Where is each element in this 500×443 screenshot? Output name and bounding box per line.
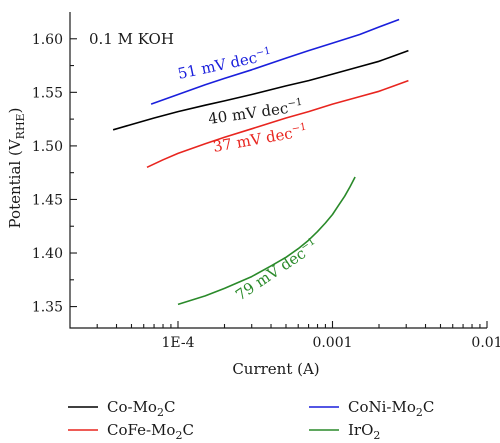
svg-text:Co-Mo2C: Co-Mo2C: [107, 398, 175, 419]
y-tick-label: 1.50: [32, 139, 63, 155]
svg-text:CoNi-Mo2C: CoNi-Mo2C: [348, 398, 434, 419]
legend-item-coni-mo2c: CoNi-Mo2C: [309, 398, 434, 419]
y-axis-title: Potential (VRHE): [6, 108, 27, 229]
plot-area: 1E-4 0.001 0.01 1.35 1.40 1.45 1.50 1.55 1.60: [32, 12, 500, 351]
series-line-cofe-mo2c: [146, 79, 409, 169]
x-tick-label: 1E-4: [161, 335, 194, 351]
slope-label-coni: 51 mV dec−1: [176, 45, 273, 82]
y-tick-label: 1.55: [32, 85, 63, 101]
legend-item-co-mo2c: Co-Mo2C: [68, 398, 175, 419]
legend: Co-Mo2C CoFe-Mo2C CoNi-Mo2C IrO2: [68, 398, 434, 442]
series-line-iro2: [177, 176, 356, 306]
x-tick-label: 0.001: [312, 335, 352, 351]
axes-frame: [69, 12, 487, 329]
y-tick-label: 1.40: [32, 246, 63, 262]
series-line-coni-mo2c: [150, 18, 400, 105]
series-line-co-mo2c: [112, 49, 409, 131]
y-tick-label: 1.35: [32, 300, 63, 316]
slope-label-iro2: 79 mV dec−1: [232, 236, 321, 304]
x-tick-label: 0.01: [471, 335, 500, 351]
svg-text:CoFe-Mo2C: CoFe-Mo2C: [107, 421, 194, 442]
condition-label: 0.1 M KOH: [89, 30, 174, 48]
x-axis-title: Current (A): [232, 360, 319, 378]
y-tick-label: 1.60: [32, 32, 63, 48]
legend-item-cofe-mo2c: CoFe-Mo2C: [68, 421, 194, 442]
legend-item-iro2: IrO2: [309, 421, 380, 442]
y-tick-label: 1.45: [32, 192, 63, 208]
svg-text:IrO2: IrO2: [348, 421, 380, 442]
